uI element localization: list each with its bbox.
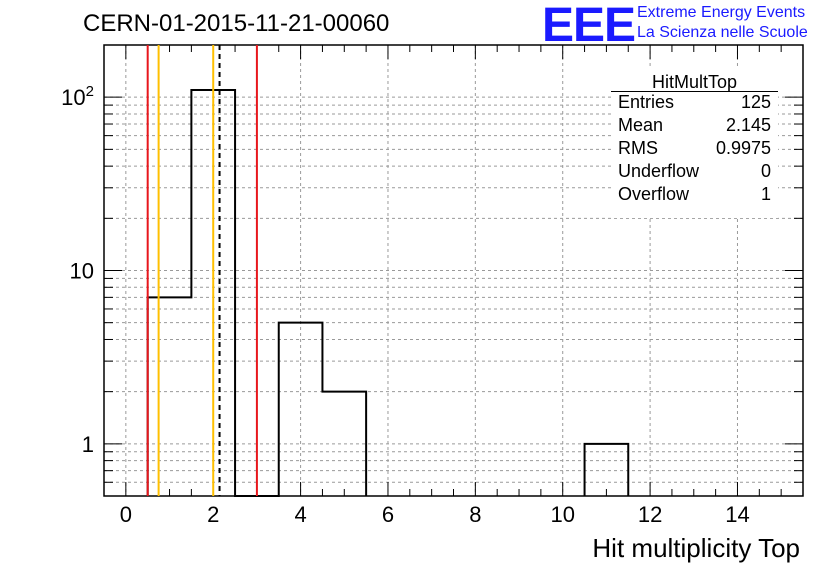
stats-key: Mean — [618, 115, 664, 135]
stats-row-rms: RMS 0.9975 — [618, 138, 771, 160]
histogram-bin — [585, 444, 629, 496]
stats-box: HitMultTop Entries 125 Mean 2.145 RMS 0.… — [611, 68, 778, 218]
x-tick-label: 8 — [469, 502, 481, 527]
stats-value: 2.145 — [725, 115, 771, 135]
stats-row-mean: Mean 2.145 — [618, 115, 771, 137]
stats-key: Entries — [618, 92, 675, 112]
stats-value: 0 — [760, 161, 771, 181]
stats-value: 1 — [760, 184, 771, 204]
x-tick-label: 6 — [382, 502, 394, 527]
stats-key: Overflow — [618, 184, 690, 204]
x-tick-label: 4 — [294, 502, 306, 527]
histogram-bin — [322, 392, 366, 496]
stats-separator — [611, 91, 778, 92]
stats-row-overflow: Overflow 1 — [618, 184, 771, 206]
eee-logo: EEE — [542, 0, 636, 52]
histogram-bin — [148, 297, 192, 496]
stats-value: 0.9975 — [715, 138, 771, 158]
stats-row-underflow: Underflow 0 — [618, 161, 771, 183]
x-tick-label: 2 — [207, 502, 219, 527]
x-tick-label: 12 — [638, 502, 662, 527]
y-tick-label: 1 — [82, 432, 94, 457]
y-tick-label: 102 — [61, 83, 94, 110]
x-tick-label: 14 — [725, 502, 749, 527]
x-tick-label: 0 — [120, 502, 132, 527]
stats-row-entries: Entries 125 — [618, 92, 771, 114]
x-tick-label: 10 — [550, 502, 574, 527]
y-tick-label: 10 — [70, 259, 94, 284]
histogram-bin — [279, 323, 323, 496]
stats-value: 125 — [740, 92, 771, 112]
chart-title: CERN-01-2015-11-21-00060 — [83, 10, 390, 37]
stats-key: RMS — [618, 138, 658, 158]
brand-line-2: La Scienza nelle Scuole — [637, 24, 808, 41]
x-axis-title: Hit multiplicity Top — [592, 533, 800, 563]
stats-key: Underflow — [618, 161, 700, 181]
stats-title: HitMultTop — [651, 72, 738, 92]
brand-line-1: Extreme Energy Events — [637, 4, 806, 21]
